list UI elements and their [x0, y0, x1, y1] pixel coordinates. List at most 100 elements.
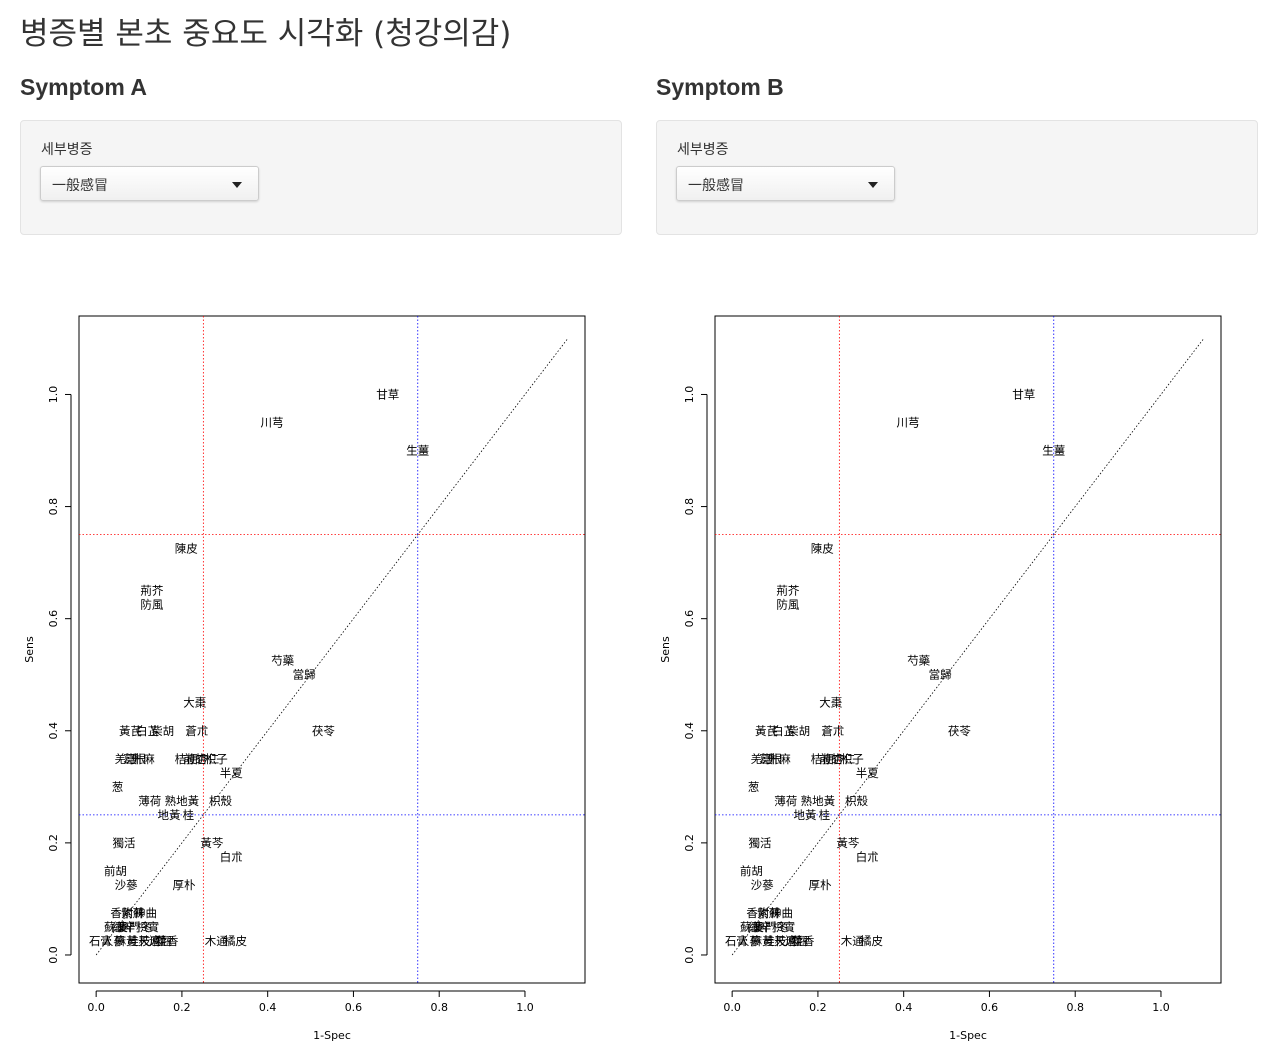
herb-point-label: 當歸	[929, 668, 952, 682]
y-tick-label: 0.0	[47, 946, 60, 964]
x-tick-label: 0.0	[87, 1001, 105, 1014]
herb-point-label: 白芷	[772, 724, 795, 738]
panel-a-plot: 0.0 0.2 0.4 0.6 0.8 1.0 1-Spec 0.0 0.2 0.4 0.6 0.8 1…	[20, 290, 600, 1054]
panel-b-select-value: 一般感冒	[688, 178, 744, 194]
diagonal-line	[95, 338, 569, 956]
herb-point-label: 神曲	[134, 906, 157, 920]
panel-b-symptom-select[interactable]: 一般感冒	[676, 166, 895, 201]
herb-point-label: 枳殼	[845, 794, 868, 808]
herb-point-label: 地黃	[158, 808, 181, 822]
herb-point-label: 陳皮	[175, 542, 198, 556]
herb-point-label: 熟地黃	[165, 794, 200, 808]
herb-point-label: 甘草	[376, 387, 399, 401]
herb-point-label: 杏仁	[196, 752, 219, 766]
herb-point-label: 前胡	[819, 752, 842, 766]
herb-point-label: 黃芪	[755, 724, 778, 738]
herb-point-label: 枳子	[841, 752, 864, 766]
herb-point-label: 陳皮	[811, 542, 834, 556]
herb-point-label: 川芎	[260, 415, 283, 429]
herb-point-label: 前胡	[183, 752, 206, 766]
panel-b-controls: 세부병증 一般感冒	[656, 120, 1258, 235]
herb-point-label: 白朮	[856, 850, 879, 864]
panel-b-roc-chart: 0.0 0.2 0.4 0.6 0.8 1.0 1-Spec 0.0 0.2 0.4 0.6 0.8 1…	[659, 315, 1222, 1042]
panel-a-controls: 세부병증 一般感冒	[20, 120, 622, 235]
herb-point-label: 香附	[110, 906, 133, 920]
herb-point-label: 前胡	[104, 864, 127, 878]
herb-point-label: 橘皮	[224, 934, 247, 948]
panel-b-heading: Symptom B	[656, 74, 784, 100]
herb-point-label: 桔梗	[175, 752, 198, 766]
herb-point-label: 石膏	[725, 934, 748, 948]
herb-point-label: 石膏	[89, 934, 112, 948]
y-tick-label: 1.0	[47, 386, 60, 404]
herb-point-label: 沙蔘	[115, 878, 138, 892]
herb-point-label: 甘草	[1012, 387, 1035, 401]
herb-point-label: 杏仁	[832, 752, 855, 766]
panel-a-symptom-select[interactable]: 一般感冒	[40, 166, 259, 201]
herb-point-label: 天麻	[774, 934, 797, 948]
herb-point-label: 木通	[841, 934, 864, 948]
herb-point-label: 麻黃	[115, 934, 138, 948]
x-tick-label: 0.0	[723, 1001, 741, 1014]
x-axis-label: 1-Spec	[949, 1029, 987, 1042]
herb-point-label: 桂枝	[764, 934, 787, 948]
herb-point-label: 葛根	[759, 752, 782, 766]
panel-a-select-value: 一般感冒	[52, 178, 108, 194]
herb-point-label: 黃芩	[836, 836, 859, 850]
herb-point-label: 蒼朮	[185, 724, 208, 738]
y-tick-label: 1.0	[683, 386, 696, 404]
x-tick-label: 1.0	[1152, 1001, 1170, 1014]
herb-point-label: 薄荷	[774, 794, 797, 808]
herb-point-label: 麥門冬	[753, 920, 788, 934]
panel-b-select-label: 세부병증	[677, 142, 729, 158]
herb-point-label: 木通	[205, 934, 228, 948]
y-axis-label: Sens	[659, 636, 672, 663]
herb-point-label: 半夏	[856, 766, 879, 780]
plot-frame	[78, 315, 586, 984]
chevron-down-icon	[868, 182, 878, 188]
chevron-down-icon	[232, 182, 242, 188]
herb-point-label: 桂	[819, 808, 831, 822]
herb-point-label: 蘇葉	[104, 920, 127, 934]
x-tick-label: 1.0	[516, 1001, 534, 1014]
herb-point-label: 紫蘇	[121, 906, 144, 920]
herb-point-label: 川芎	[896, 415, 919, 429]
herb-point-label: 麻黃	[751, 934, 774, 948]
herb-point-label: 細辛	[749, 920, 772, 934]
x-tick-label: 0.2	[809, 1001, 827, 1014]
herb-point-label: 大棗	[819, 696, 842, 710]
herb-point-label: 藿香	[791, 934, 814, 948]
x-tick-label: 0.6	[345, 1001, 363, 1014]
herb-point-label: 藿香	[155, 934, 178, 948]
herb-point-label: 葱	[748, 780, 760, 794]
y-tick-label: 0.6	[683, 610, 696, 628]
herb-point-label: 獨活	[113, 836, 136, 850]
herb-point-label: 茯苓	[312, 724, 335, 738]
herb-point-label: 升麻	[132, 752, 155, 766]
herb-point-label: 香附	[746, 906, 769, 920]
herb-point-label: 白芷	[136, 724, 159, 738]
herb-point-label: 沙蔘	[751, 878, 774, 892]
herb-point-label: 柴胡	[787, 724, 810, 738]
herb-point-label: 人蔘	[102, 934, 125, 948]
x-tick-label: 0.8	[430, 1001, 448, 1014]
herb-point-label: 升麻	[768, 752, 791, 766]
herb-point-label: 天麻	[138, 934, 161, 948]
herb-point-label: 前胡	[740, 864, 763, 878]
herb-point-label: 熟地黃	[801, 794, 836, 808]
herb-point-label: 芍藥	[271, 654, 294, 668]
herb-point-label: 地黃	[794, 808, 817, 822]
herb-point-label: 葛根	[123, 752, 146, 766]
y-tick-label: 0.0	[683, 946, 696, 964]
y-axis-label: Sens	[23, 636, 36, 663]
diagonal-line	[731, 338, 1205, 956]
herb-point-label: 羌活	[751, 752, 774, 766]
herb-point-label: 連翹	[149, 934, 172, 948]
herb-point-label: 麥門冬	[117, 920, 152, 934]
herb-point-label: 桂	[183, 808, 195, 822]
panel-a-roc-chart: 0.0 0.2 0.4 0.6 0.8 1.0 1-Spec 0.0 0.2 0.4 0.6 0.8 1…	[23, 315, 586, 1042]
y-tick-label: 0.6	[47, 610, 60, 628]
y-tick-label: 0.4	[47, 722, 60, 740]
x-tick-label: 0.6	[981, 1001, 999, 1014]
herb-point-label: 薄荷	[138, 794, 161, 808]
